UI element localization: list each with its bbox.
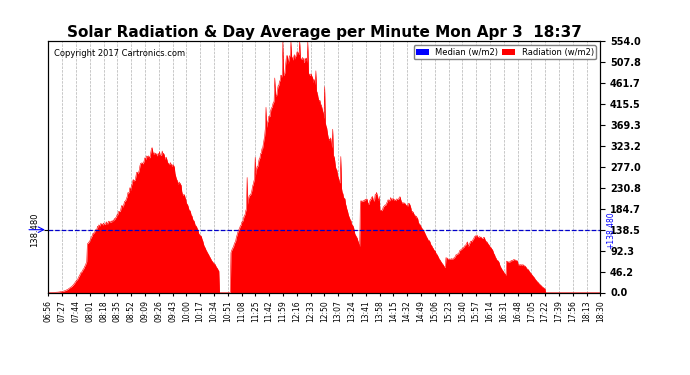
Legend: Median (w/m2), Radiation (w/m2): Median (w/m2), Radiation (w/m2) — [413, 45, 596, 59]
Text: +138.480: +138.480 — [606, 211, 615, 249]
Title: Solar Radiation & Day Average per Minute Mon Apr 3  18:37: Solar Radiation & Day Average per Minute… — [67, 25, 582, 40]
Text: Copyright 2017 Cartronics.com: Copyright 2017 Cartronics.com — [54, 49, 185, 58]
